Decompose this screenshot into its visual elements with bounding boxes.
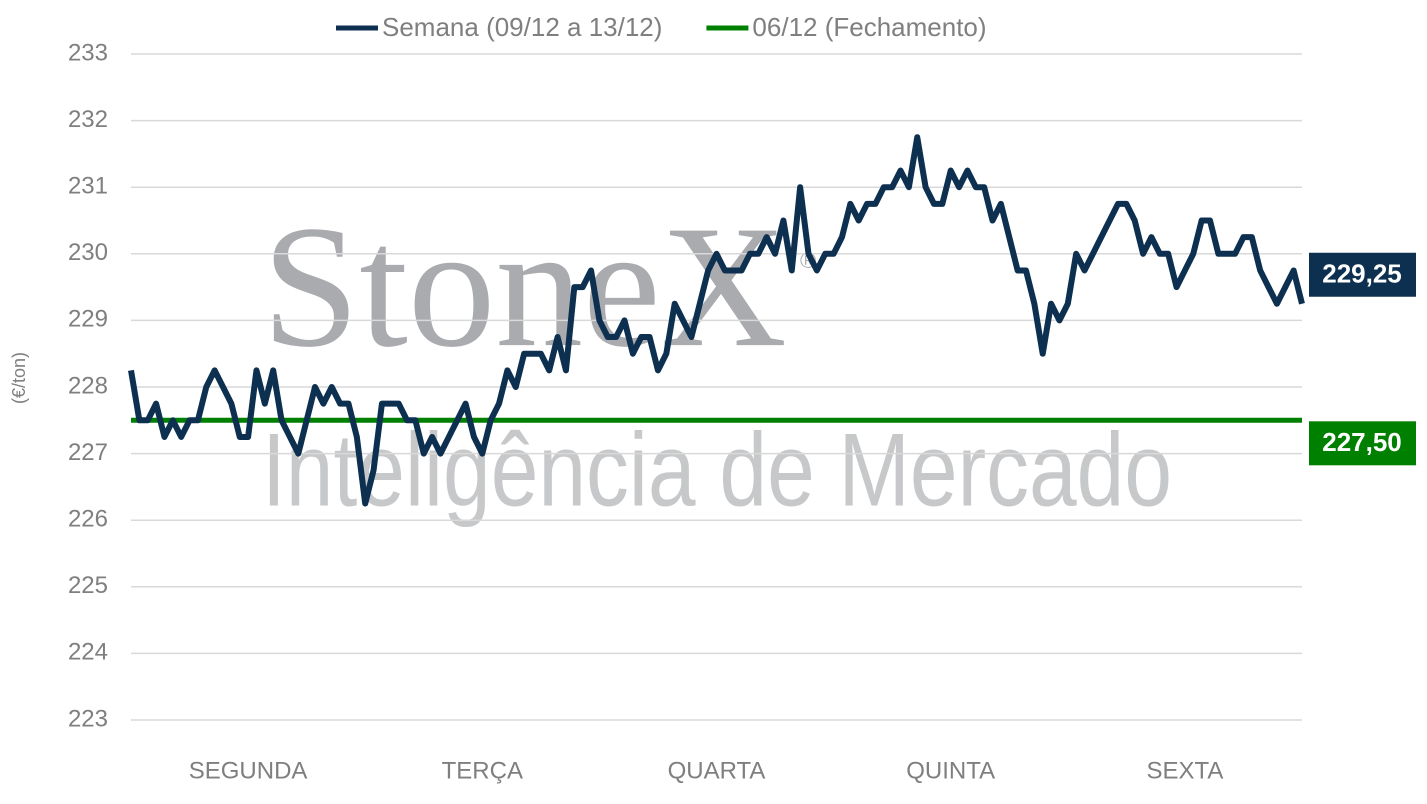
end-label-box [1309,252,1416,297]
end-label: 227,50 [1322,427,1402,457]
end-label: 229,25 [1322,259,1402,289]
watermark-tagline: Inteligência de Mercado [262,412,1172,528]
x-tick-label: TERÇA [442,757,523,784]
legend-label: Semana (09/12 a 13/12) [382,12,662,42]
y-tick-label: 233 [68,39,108,66]
y-tick-label: 229 [68,306,108,333]
y-tick-label: 227 [68,439,108,466]
end-label-box [1309,421,1416,466]
x-tick-label: SEXTA [1146,757,1223,784]
series-line [128,134,1305,507]
y-axis-label: (€/ton) [9,352,29,404]
y-tick-label: 226 [68,506,108,533]
y-tick-label: 223 [68,705,108,732]
x-tick-label: QUARTA [668,757,766,784]
y-tick-label: 230 [68,239,108,266]
y-tick-label: 225 [68,572,108,599]
y-tick-label: 228 [68,372,108,399]
y-tick-label: 232 [68,106,108,133]
y-tick-label: 224 [68,639,108,666]
x-tick-label: SEGUNDA [189,757,308,784]
y-tick-label: 231 [68,173,108,200]
x-tick-label: QUINTA [906,757,995,784]
watermark: StoneX ® Inteligência de Mercado [262,189,1172,528]
legend-label: 06/12 (Fechamento) [752,12,986,42]
